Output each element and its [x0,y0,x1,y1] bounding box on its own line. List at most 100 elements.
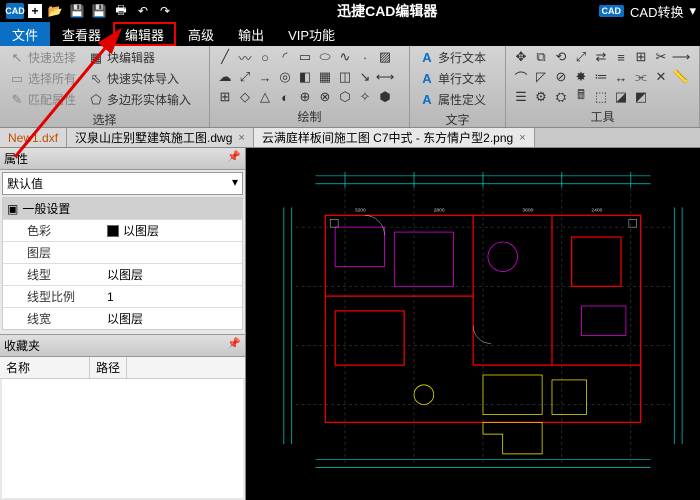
donut-icon[interactable]: ◎ [276,68,294,86]
misc8-icon[interactable]: ✧ [356,88,374,106]
layer-icon[interactable]: ☰ [512,88,530,106]
spline-icon[interactable]: ∿ [336,48,354,66]
document-tabs: New1.dxf 汉泉山庄别墅建筑施工图.dwg× 云满庭样板间施工图 C7中式… [0,128,700,148]
menu-file[interactable]: 文件 [0,22,50,46]
drawing-canvas[interactable]: 3200280036002400 [246,148,700,500]
hatch-icon[interactable]: ▨ [376,48,394,66]
menu-advanced[interactable]: 高级 [176,22,226,46]
pin-icon[interactable]: 📌 [227,150,241,167]
tgear-icon[interactable]: ⛭ [552,88,570,106]
arc-icon[interactable]: ◜ [276,48,294,66]
table-icon[interactable]: ▦ [316,68,334,86]
misc7-icon[interactable]: ⬡ [336,88,354,106]
prop-color[interactable]: 色彩以图层 [3,219,242,241]
mtext-button[interactable]: A多行文本 [416,48,499,67]
col-path[interactable]: 路径 [90,357,127,378]
menu-viewer[interactable]: 查看器 [50,22,113,46]
prop-ltscale[interactable]: 线型比例1 [3,285,242,307]
select-all-button[interactable]: ▭选择所有 [6,69,79,88]
menu-vip[interactable]: VIP功能 [276,22,347,46]
ellipse-icon[interactable]: ⬭ [316,48,334,66]
line-icon[interactable]: ╱ [216,48,234,66]
fillet-icon[interactable]: ⌒ [512,68,530,86]
misc4-icon[interactable]: ◐ [276,88,294,106]
extend-icon[interactable]: ⟶ [672,48,690,66]
scale-icon[interactable]: ⤢ [572,48,590,66]
tab-new1[interactable]: New1.dxf [0,128,67,147]
align-icon[interactable]: ≔ [592,68,610,86]
new-icon[interactable]: + [28,4,42,18]
quick-select-button[interactable]: ↖快速选择 [6,48,79,67]
region-icon[interactable]: ◧ [296,68,314,86]
wipe-icon[interactable]: ◫ [336,68,354,86]
block-editor-button[interactable]: ▦块编辑器 [85,48,158,67]
polyline-icon[interactable]: 〰 [236,48,254,66]
chevron-down-icon: ▾ [232,175,238,192]
circle-icon[interactable]: ○ [256,48,274,66]
misc1-icon[interactable]: ⊞ [216,88,234,106]
misc5-icon[interactable]: ⊕ [296,88,314,106]
workspace: 属性📌 默认值▾ ▣一般设置 色彩以图层 图层 线型以图层 线型比例1 线宽以图… [0,148,700,500]
close-icon[interactable]: × [519,132,525,144]
close-icon[interactable]: × [238,132,244,144]
mtext-icon: A [419,50,435,66]
dropdown-icon[interactable]: ▾ [689,3,696,19]
xline-icon[interactable]: ⤢ [236,68,254,86]
erase-icon[interactable]: ✕ [652,68,670,86]
mirror-icon[interactable]: ⇄ [592,48,610,66]
open-icon[interactable]: 📂 [46,3,64,19]
explode-icon[interactable]: ✸ [572,68,590,86]
stretch-icon[interactable]: ↔ [612,68,630,86]
quick-entity-import-button[interactable]: ⬁快速实体导入 [85,69,182,88]
tother1-icon[interactable]: ◪ [612,88,630,106]
menu-editor[interactable]: 编辑器 [113,22,176,46]
prop-layer[interactable]: 图层 [3,241,242,263]
text-button[interactable]: A单行文本 [416,69,499,88]
cad-convert-link[interactable]: CAD转换 [630,2,683,21]
chamfer-icon[interactable]: ◸ [532,68,550,86]
section-general[interactable]: ▣一般设置 [3,198,242,219]
svg-text:2400: 2400 [591,207,602,213]
props-icon[interactable]: ⚙ [532,88,550,106]
misc9-icon[interactable]: ⬢ [376,88,394,106]
attdef-button[interactable]: A属性定义 [416,90,499,109]
text-icon: A [419,71,435,87]
tcalc-icon[interactable]: 🖩 [572,88,590,106]
prop-lineweight[interactable]: 线宽以图层 [3,307,242,329]
offset-icon[interactable]: ≡ [612,48,630,66]
move-icon[interactable]: ✥ [512,48,530,66]
rect-icon[interactable]: ▭ [296,48,314,66]
default-combo[interactable]: 默认值▾ [2,172,243,195]
array-icon[interactable]: ⊞ [632,48,650,66]
tab-png[interactable]: 云满庭样板间施工图 C7中式 - 东方情户型2.png× [254,128,535,147]
match-props-button[interactable]: ✎匹配属性 [6,90,79,109]
prop-linetype[interactable]: 线型以图层 [3,263,242,285]
misc3-icon[interactable]: △ [256,88,274,106]
leader-icon[interactable]: ↘ [356,68,374,86]
copy-icon[interactable]: ⧉ [532,48,550,66]
redo-icon[interactable]: ↷ [156,3,174,19]
tab-dwg[interactable]: 汉泉山庄别墅建筑施工图.dwg× [67,128,254,147]
break-icon[interactable]: ⊘ [552,68,570,86]
join-icon[interactable]: ⫘ [632,68,650,86]
rotate-icon[interactable]: ⟲ [552,48,570,66]
dim-icon[interactable]: ⟷ [376,68,394,86]
measure-icon[interactable]: 📏 [672,68,690,86]
tother2-icon[interactable]: ◩ [632,88,650,106]
saveas-icon[interactable]: 💾 [90,3,108,19]
tgroup-icon[interactable]: ⬚ [592,88,610,106]
menu-output[interactable]: 输出 [226,22,276,46]
misc6-icon[interactable]: ⊗ [316,88,334,106]
polygon-input-button[interactable]: ⬠多边形实体输入 [85,90,194,109]
point-icon[interactable]: · [356,48,374,66]
pin-icon[interactable]: 📌 [227,337,241,354]
ribbon-label-select: 选择 [6,109,203,128]
save-icon[interactable]: 💾 [68,3,86,19]
col-name[interactable]: 名称 [0,357,90,378]
misc2-icon[interactable]: ◇ [236,88,254,106]
trim-icon[interactable]: ✂ [652,48,670,66]
cloud-icon[interactable]: ☁ [216,68,234,86]
print-icon[interactable]: 🖶 [112,3,130,19]
ray-icon[interactable]: → [256,68,274,86]
undo-icon[interactable]: ↶ [134,3,152,19]
